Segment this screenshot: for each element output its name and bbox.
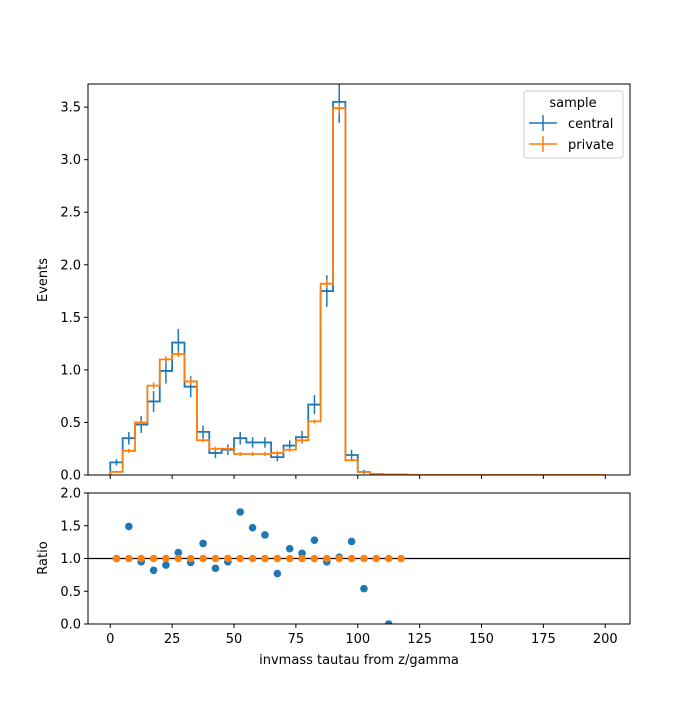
main-axes-frame <box>87 83 631 476</box>
ratio-point-private <box>174 554 183 563</box>
ratio-point-central <box>360 584 368 593</box>
main-y-tick-label: 0.0 <box>60 469 81 484</box>
main-y-tick-label: 0.5 <box>60 416 81 431</box>
ratio-point-private <box>261 554 269 563</box>
ratio-point-central <box>273 569 282 578</box>
x-tick-label: 125 <box>407 632 432 647</box>
legend: sample central private <box>523 90 624 159</box>
ratio-point-central <box>285 544 294 553</box>
ratio-point-private <box>199 554 207 563</box>
ratio-point-private <box>384 554 393 563</box>
ratio-y-tick-label: 2.0 <box>60 487 81 502</box>
ratio-point-private <box>211 554 220 563</box>
ratio-point-private <box>224 554 232 563</box>
x-tick-label: 0 <box>106 632 114 647</box>
ratio-point-private <box>310 554 319 563</box>
main-y-tick-label: 3.0 <box>60 153 81 168</box>
ratio-y-tick-label: 1.5 <box>60 519 81 534</box>
ratio-point-private <box>236 554 245 563</box>
ratio-point-private <box>186 554 195 563</box>
ratio-point-private <box>137 554 146 563</box>
ratio-point-private <box>125 554 133 563</box>
ratio-y-axis-label: Ratio <box>36 541 51 574</box>
ratio-x-ticks: 0 25 50 75 100 125 150 175 200 <box>106 624 618 647</box>
ratio-point-central <box>384 620 393 624</box>
ratio-point-private <box>162 554 170 563</box>
legend-label-private: private <box>568 138 614 153</box>
ratio-y-tick-label: 1.0 <box>60 552 81 567</box>
main-y-tick-label: 1.0 <box>60 363 81 378</box>
ratio-point-central <box>174 548 183 557</box>
ratio-point-private <box>298 554 306 563</box>
x-tick-label: 75 <box>288 632 305 647</box>
ratio-point-central <box>236 508 245 516</box>
ratio-y-tick-label: 0.0 <box>60 618 81 633</box>
ratio-point-central <box>261 531 269 539</box>
x-tick-label: 150 <box>469 632 494 647</box>
ratio-point-central <box>162 561 170 569</box>
x-tick-label: 200 <box>593 632 618 647</box>
main-y-axis-label: Events <box>36 258 51 302</box>
main-x-ticks <box>109 475 606 479</box>
legend-entry-central: central <box>529 115 613 132</box>
ratio-point-private <box>273 554 282 563</box>
ratio-point-private <box>112 554 121 563</box>
ratio-point-central <box>298 549 306 558</box>
x-tick-label: 50 <box>226 632 243 647</box>
ratio-y-tick-label: 0.5 <box>60 585 81 600</box>
ratio-point-private <box>149 554 158 563</box>
legend-box <box>523 90 624 159</box>
ratio-point-central <box>125 522 133 531</box>
ratio-point-private <box>323 554 331 563</box>
ratio-point-private <box>360 554 368 563</box>
ratio-point-private <box>347 554 356 563</box>
main-y-tick-label: 1.5 <box>60 311 81 326</box>
x-axis-label: invmass tautau from z/gamma <box>259 653 459 668</box>
legend-entry-private: private <box>529 136 614 153</box>
legend-label-central: central <box>568 117 613 132</box>
ratio-point-central <box>310 536 319 544</box>
x-tick-label: 25 <box>164 632 181 647</box>
main-y-tick-label: 2.5 <box>60 206 81 221</box>
main-y-tick-label: 2.0 <box>60 258 81 273</box>
ratio-point-private <box>285 554 294 563</box>
ratio-plot-area <box>88 508 630 624</box>
ratio-y-ticks: 0.0 0.5 1.0 1.5 2.0 <box>60 487 88 633</box>
ratio-point-central <box>347 537 356 546</box>
ratio-point-central <box>149 566 158 575</box>
main-y-tick-label: 3.5 <box>60 101 81 116</box>
ratio-point-private <box>372 554 381 563</box>
legend-title: sample <box>549 96 596 111</box>
ratio-point-private <box>335 554 344 563</box>
ratio-point-private <box>397 554 405 563</box>
ratio-point-central <box>211 564 220 573</box>
ratio-point-central <box>248 523 257 532</box>
ratio-point-central <box>199 539 207 548</box>
main-y-ticks: 0.0 0.5 1.0 1.5 2.0 2.5 3.0 3.5 <box>60 101 88 484</box>
ratio-panel: 0.0 0.5 1.0 1.5 2.0 0 25 50 75 100 125 150 175 200 R… <box>36 487 631 668</box>
main-panel: 0.0 0.5 1.0 1.5 2.0 2.5 3.0 3.5 Events sample c… <box>36 83 631 484</box>
x-tick-label: 175 <box>531 632 556 647</box>
ratio-point-private <box>248 554 257 563</box>
x-tick-label: 100 <box>345 632 370 647</box>
